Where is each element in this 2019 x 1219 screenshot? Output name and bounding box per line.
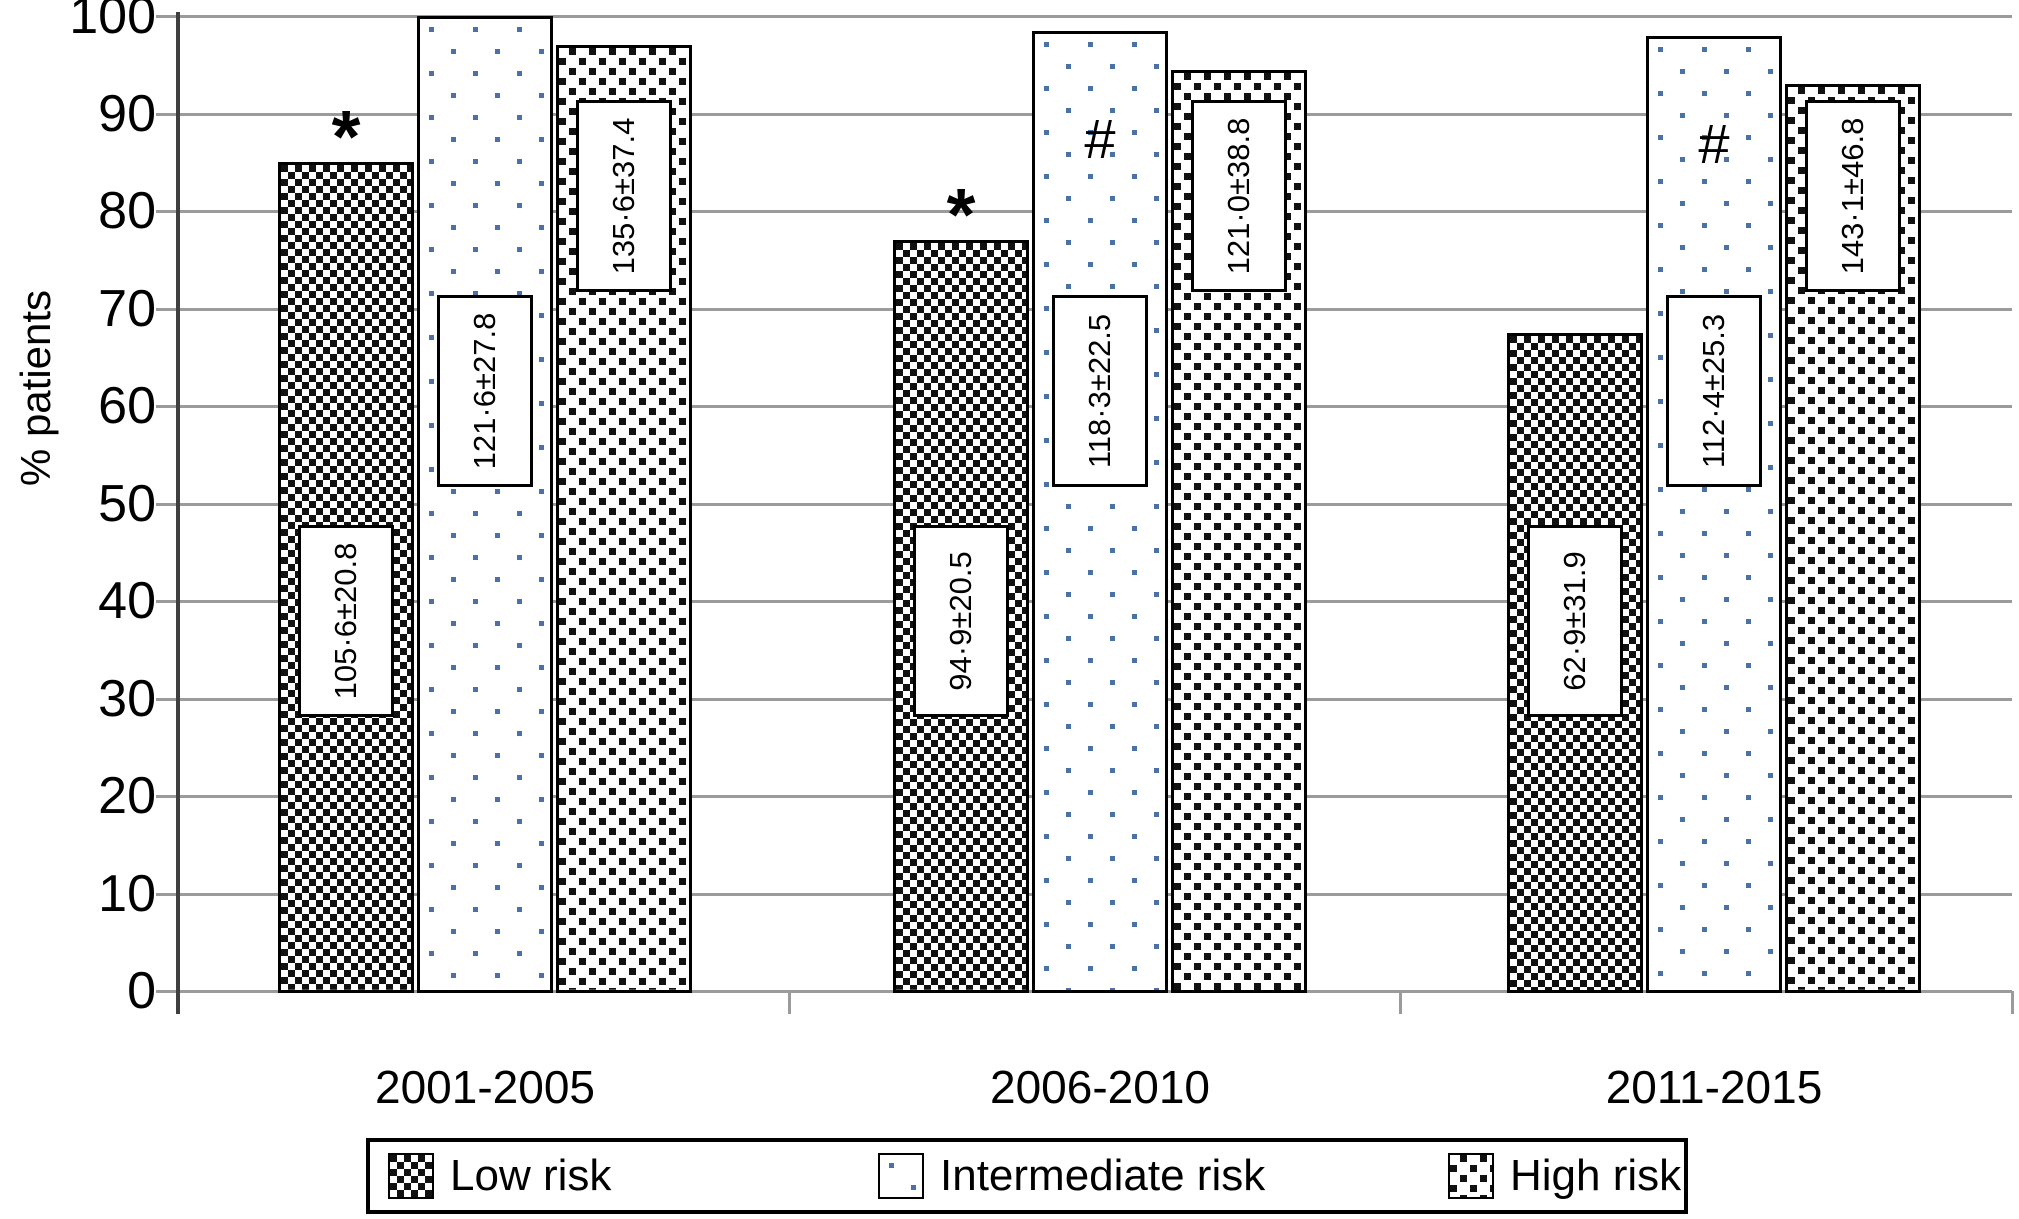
y-tick-label: 40 — [98, 572, 156, 630]
bar-value-box: 94·9±20.5 — [913, 524, 1009, 717]
legend-label: High risk — [1510, 1151, 1682, 1200]
y-tick-mark-40 — [156, 600, 178, 603]
bar-value-box: 143·1±46.8 — [1805, 100, 1901, 293]
bar-value-label: 121·0±38.8 — [1221, 118, 1256, 275]
bar-dots-2001-2005 — [417, 16, 553, 993]
y-tick-label: 20 — [98, 767, 156, 825]
legend-swatch-dots-icon — [878, 1153, 924, 1199]
bar-dots-2006-2010 — [1032, 30, 1168, 993]
y-tick-label: 90 — [98, 84, 156, 143]
pattern-fill — [420, 19, 550, 990]
bar-value-label: 105·6±20.8 — [328, 542, 363, 699]
bar-value-label: 121·6±27.8 — [467, 313, 502, 470]
x-axis-separator-tick — [2010, 991, 2014, 1014]
bar-value-box: 118·3±22.5 — [1052, 295, 1148, 488]
y-tick-label: 60 — [98, 377, 156, 435]
y-tick-label: 50 — [98, 474, 156, 533]
y-tick-mark-50 — [156, 502, 178, 506]
bar-value-box: 121·0±38.8 — [1191, 100, 1287, 293]
y-tick-mark-30 — [156, 697, 178, 701]
y-tick-label: 70 — [98, 279, 156, 338]
pattern-fill — [1450, 1155, 1492, 1197]
bar-value-label: 112·4±25.3 — [1696, 314, 1731, 469]
bar-value-label: 143·1±46.8 — [1835, 118, 1870, 275]
y-tick-mark-100 — [156, 15, 178, 18]
y-tick-mark-80 — [156, 210, 178, 213]
y-tick-mark-20 — [156, 795, 178, 798]
gridline-100 — [178, 15, 2012, 18]
x-category-label: 2011-2015 — [1605, 1061, 1823, 1113]
bar-value-box: 121·6±27.8 — [437, 295, 533, 488]
pattern-fill — [1649, 38, 1779, 990]
legend-label: Low risk — [450, 1151, 612, 1200]
y-axis-title: % patients — [12, 289, 59, 487]
y-tick-mark-90 — [156, 112, 178, 116]
significance-hash-marker: # — [1084, 106, 1116, 170]
bar-value-box: 105·6±20.8 — [298, 524, 394, 717]
y-tick-label: 0 — [127, 962, 156, 1020]
bar-value-box: 135·6±37.4 — [576, 100, 672, 293]
legend: Low risk Intermediate risk High risk — [366, 1138, 1688, 1214]
significance-hash-marker: # — [1698, 111, 1730, 175]
legend-item-diag: High risk — [1448, 1142, 1681, 1210]
pattern-fill — [1035, 33, 1165, 990]
bar-dots-2011-2015 — [1646, 35, 1782, 993]
bar-value-label: 118·3±22.5 — [1082, 314, 1117, 469]
y-tick-mark-10 — [156, 892, 178, 896]
significance-star-marker: * — [946, 173, 976, 257]
legend-label: Intermediate risk — [940, 1151, 1266, 1200]
legend-swatch-checker-icon — [388, 1153, 434, 1199]
y-tick-label: 80 — [98, 182, 156, 240]
x-axis-separator-tick — [1399, 991, 1403, 1014]
bar-value-box: 62·9±31.9 — [1527, 524, 1623, 717]
bar-value-label: 94·9±20.5 — [943, 550, 978, 691]
significance-star-marker: * — [331, 95, 361, 179]
pattern-fill — [390, 1155, 432, 1197]
bar-value-label: 135·6±37.4 — [606, 118, 641, 275]
x-category-label: 2001-2005 — [375, 1061, 595, 1113]
y-tick-mark-60 — [156, 405, 178, 408]
x-axis-separator-tick — [787, 991, 791, 1014]
y-tick-label: 10 — [98, 864, 156, 923]
y-tick-mark-0 — [156, 990, 178, 993]
y-tick-mark-70 — [156, 307, 178, 311]
y-tick-label: 100 — [69, 0, 156, 45]
pattern-fill — [880, 1155, 922, 1197]
legend-swatch-diag-icon — [1448, 1153, 1494, 1199]
x-category-label: 2006-2010 — [990, 1061, 1210, 1113]
y-tick-label: 30 — [98, 669, 156, 728]
bar-value-label: 62·9±31.9 — [1557, 550, 1592, 691]
y-axis-line — [176, 12, 180, 1014]
bar-value-box: 112·4±25.3 — [1666, 295, 1762, 488]
legend-item-dots: Intermediate risk — [878, 1142, 1265, 1210]
legend-item-checker: Low risk — [388, 1142, 611, 1210]
